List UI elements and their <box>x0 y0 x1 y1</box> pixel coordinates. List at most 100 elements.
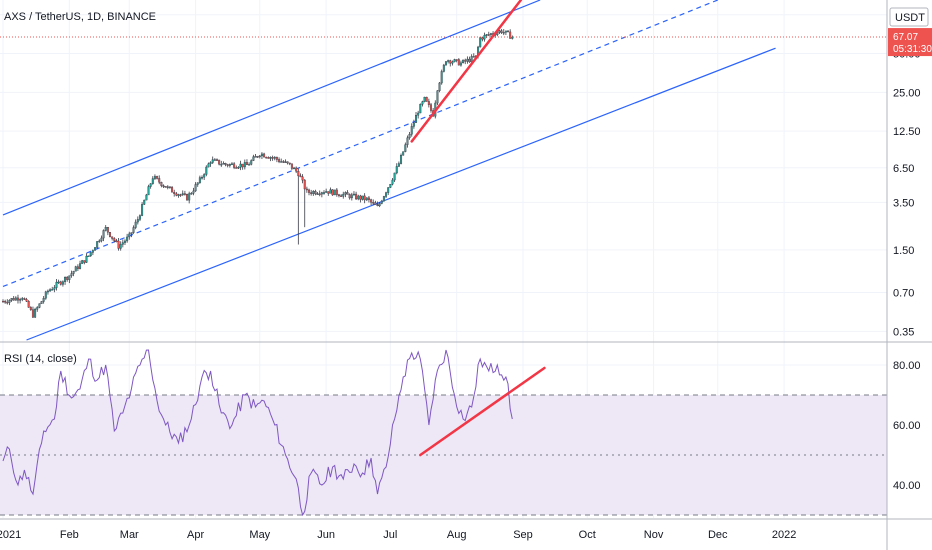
candle-body <box>168 186 171 188</box>
candle-body <box>444 61 447 66</box>
candle-body <box>453 59 456 63</box>
candle-body <box>374 202 377 205</box>
candle-body <box>162 185 165 187</box>
candle-body <box>87 255 90 258</box>
candle-body <box>147 186 150 196</box>
candle-body <box>502 32 505 34</box>
x-tick-label: 2022 <box>772 529 796 541</box>
candle-body <box>423 96 426 102</box>
candle-body <box>153 176 156 179</box>
rsi-line <box>2 349 513 517</box>
candle-body <box>130 232 133 235</box>
candle-body <box>111 236 114 239</box>
candle-body <box>397 163 400 167</box>
candle-body <box>23 298 26 300</box>
candle-body <box>280 161 283 163</box>
candle-body <box>509 31 512 39</box>
candle-body <box>301 176 304 181</box>
candle-body <box>34 309 37 318</box>
regression-channel[interactable] <box>2 0 776 341</box>
x-tick-label: Oct <box>579 529 596 541</box>
candle-body <box>40 301 43 304</box>
candle-body <box>179 194 182 196</box>
candle-body <box>260 153 263 157</box>
candle-body <box>430 104 433 111</box>
candle-body <box>183 193 186 195</box>
candle-body <box>472 56 475 58</box>
candle-body <box>498 30 501 33</box>
candle-body <box>245 162 248 166</box>
candle-body <box>59 281 62 285</box>
candle-body <box>335 189 338 195</box>
candle-body <box>138 215 141 220</box>
rsi-trend-line <box>419 366 546 457</box>
candle-body <box>447 60 450 62</box>
candle-body <box>57 281 60 284</box>
candle-body <box>340 195 343 197</box>
candle-body <box>395 166 398 174</box>
candle-body <box>134 221 137 228</box>
candle-body <box>468 58 471 63</box>
candle-body <box>327 191 330 194</box>
candle-body <box>363 195 366 201</box>
candle-body <box>455 59 458 61</box>
candle-body <box>213 159 216 161</box>
candle-body <box>466 58 469 62</box>
candle-body <box>479 37 482 48</box>
candle-body <box>485 34 488 36</box>
symbol-title[interactable]: AXS / TetherUS, 1D, BINANCE <box>4 11 156 23</box>
candle-body <box>359 195 362 200</box>
candle-body <box>278 159 281 162</box>
candle-body <box>106 227 109 233</box>
candle-body <box>19 299 22 301</box>
candle-body <box>318 193 321 195</box>
candle-body <box>352 193 355 196</box>
x-tick-label: Feb <box>60 529 79 541</box>
trend-lines[interactable] <box>410 0 546 457</box>
candle-body <box>297 171 300 177</box>
rsi-indicator-label[interactable]: RSI (14, close) <box>4 353 77 365</box>
x-tick-label: Mar <box>120 529 139 541</box>
candle-body <box>425 96 428 102</box>
candle-body <box>408 134 411 139</box>
candle-body <box>119 244 122 249</box>
candle-body <box>42 298 45 302</box>
candle-body <box>188 193 191 201</box>
candle-body <box>83 260 86 263</box>
candle-body <box>55 281 58 288</box>
candle-body <box>171 187 174 193</box>
candle-body <box>378 203 381 207</box>
candle-body <box>136 219 139 223</box>
candle-body <box>323 192 326 194</box>
candle-body <box>348 194 351 199</box>
candle-body <box>128 233 131 238</box>
candle-body <box>207 163 210 168</box>
candle-body <box>427 101 430 105</box>
candle-body <box>132 227 135 233</box>
candle-body <box>312 191 315 194</box>
candle-body <box>451 61 454 64</box>
candle-body <box>12 298 15 301</box>
candle-body <box>436 90 439 104</box>
candle-body <box>44 291 47 299</box>
candle-body <box>215 159 218 161</box>
candle-body <box>504 30 507 33</box>
candle-body <box>308 189 311 193</box>
candle-body <box>186 194 189 201</box>
candle-body <box>224 163 227 165</box>
candle-body <box>252 156 255 161</box>
price-unit-badge[interactable]: USDT <box>889 7 929 27</box>
candle-body <box>98 240 101 243</box>
candle-body <box>303 179 306 190</box>
candle-body <box>211 159 214 163</box>
candle-body <box>235 167 238 169</box>
candle-body <box>464 59 467 62</box>
candle-body <box>10 298 13 301</box>
candle-body <box>269 157 272 159</box>
rsi-tick-label: 60.00 <box>893 420 921 432</box>
candle-body <box>177 194 180 196</box>
candle-body <box>209 162 212 165</box>
candle-body <box>442 64 445 72</box>
candle-body <box>421 101 424 105</box>
